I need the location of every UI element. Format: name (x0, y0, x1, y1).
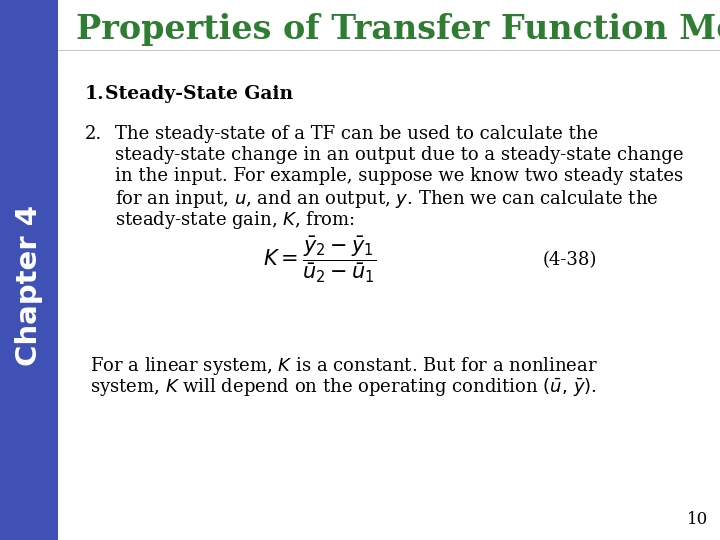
Text: steady-state change in an output due to a steady-state change: steady-state change in an output due to … (115, 146, 683, 164)
Text: system, $K$ will depend on the operating condition $(\bar{u},\, \bar{y})$.: system, $K$ will depend on the operating… (90, 376, 597, 398)
Text: For a linear system, $K$ is a constant. But for a nonlinear: For a linear system, $K$ is a constant. … (90, 355, 598, 377)
Text: 2.: 2. (85, 125, 102, 143)
Text: Steady-State Gain: Steady-State Gain (105, 85, 293, 103)
Text: steady-state gain, $K$, from:: steady-state gain, $K$, from: (115, 209, 355, 231)
Text: The steady-state of a TF can be used to calculate the: The steady-state of a TF can be used to … (115, 125, 598, 143)
Text: 10: 10 (687, 511, 708, 528)
Text: in the input. For example, suppose we know two steady states: in the input. For example, suppose we kn… (115, 167, 683, 185)
Text: Chapter 4: Chapter 4 (15, 205, 43, 366)
Text: 1.: 1. (85, 85, 104, 103)
Text: (4-38): (4-38) (543, 251, 597, 269)
Bar (0, 0, 58, 540)
Text: Properties of Transfer Function Models: Properties of Transfer Function Models (76, 14, 720, 46)
Text: $K = \dfrac{\bar{y}_2 - \bar{y}_1}{\bar{u}_2 - \bar{u}_1}$: $K = \dfrac{\bar{y}_2 - \bar{y}_1}{\bar{… (264, 235, 377, 285)
Text: for an input, $u$, and an output, $y$. Then we can calculate the: for an input, $u$, and an output, $y$. T… (115, 188, 658, 210)
